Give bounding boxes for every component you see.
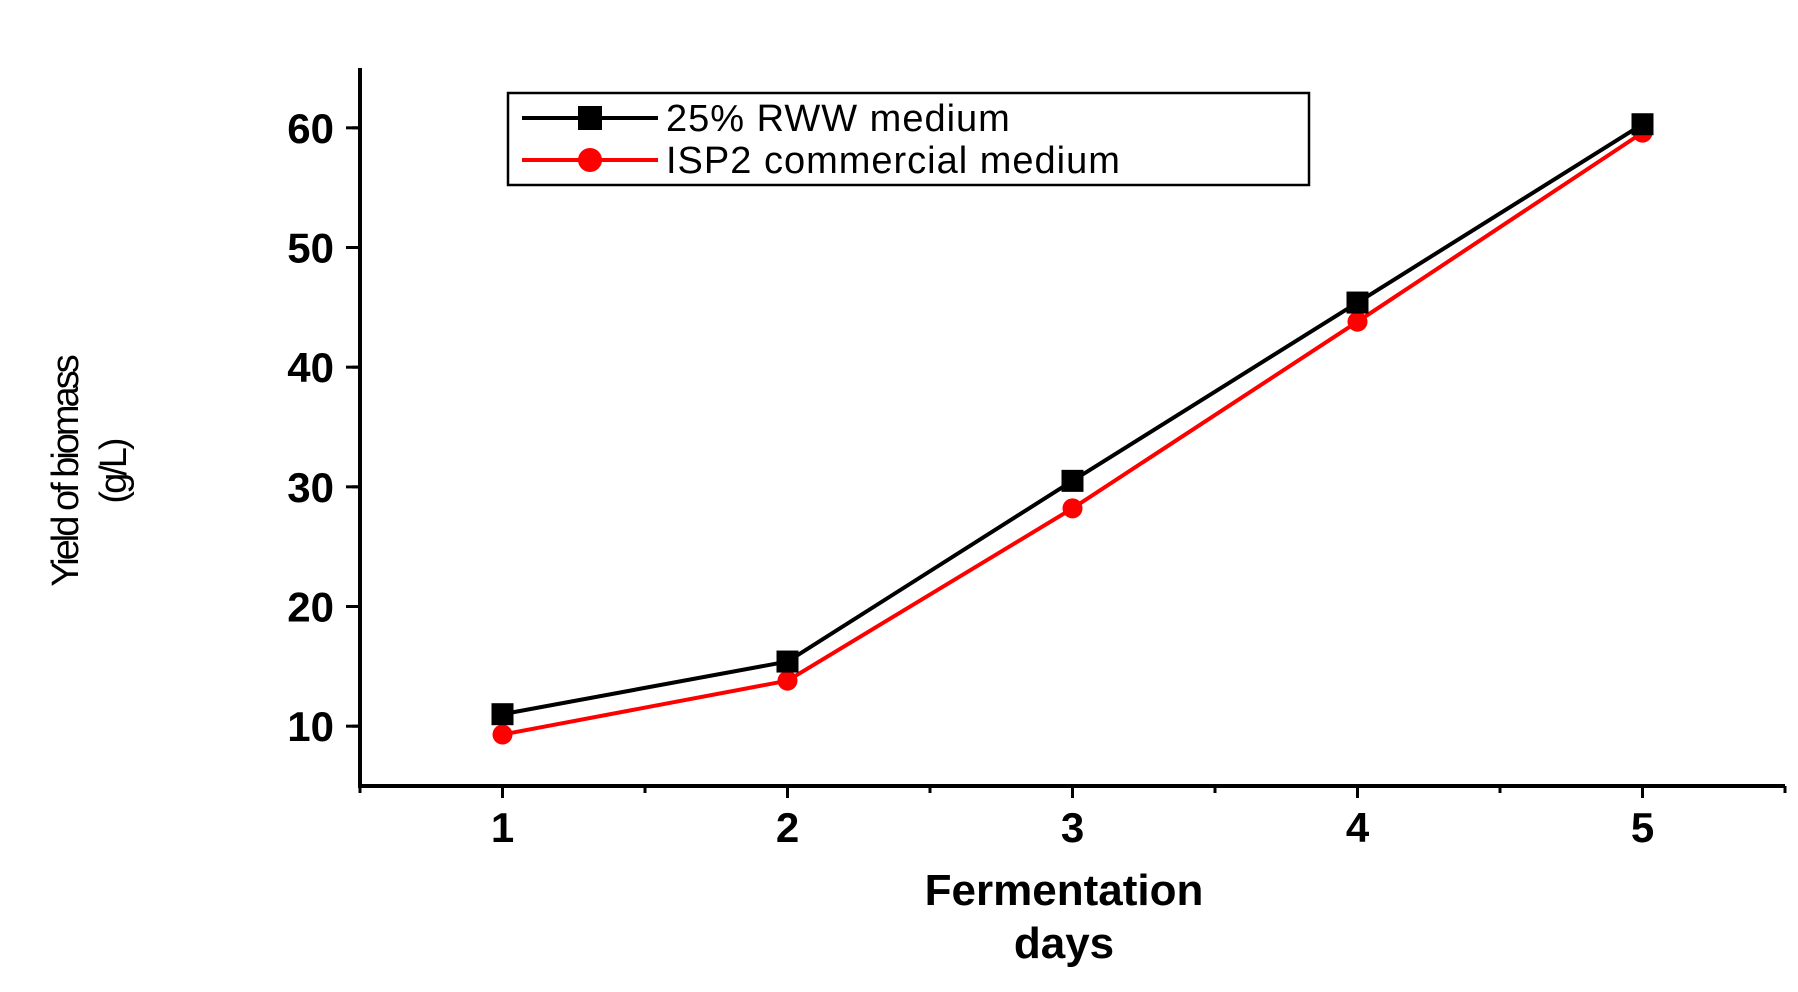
- x-axis-title-line-2: days: [1014, 919, 1114, 968]
- legend-box: [506, 91, 1311, 187]
- y-tick-label: 40: [287, 344, 334, 391]
- x-tick-label: 1: [491, 804, 514, 851]
- y-axis-title-line-1: Yield of biomass: [45, 355, 87, 586]
- tick-marks: [346, 126, 1787, 798]
- data-point-circle: [492, 724, 513, 745]
- series-layer: [491, 113, 1654, 745]
- y-tick-label: 50: [287, 225, 334, 272]
- y-axis-title-line-2: (g/L): [93, 439, 135, 503]
- data-point-circle: [777, 670, 798, 691]
- x-tick-labels: 1 2 3 4 5: [491, 804, 1654, 851]
- legend-label-isp2: ISP2 commercial medium: [666, 140, 1121, 182]
- x-tick-label: 4: [1346, 804, 1370, 851]
- data-point-square: [776, 650, 799, 673]
- y-tick-label: 60: [287, 105, 334, 152]
- legend-circle-marker-icon: [578, 148, 602, 172]
- legend: 25% RWW medium ISP2 commercial medium: [506, 91, 1311, 187]
- y-tick-label: 20: [287, 584, 334, 631]
- legend-label-rww: 25% RWW medium: [666, 98, 1011, 140]
- x-axis-title-line-1: Fermentation: [925, 866, 1204, 915]
- x-tick-label: 5: [1631, 804, 1654, 851]
- data-point-square: [1061, 469, 1084, 492]
- x-tick-label: 3: [1061, 804, 1084, 851]
- data-point-circle: [1062, 498, 1083, 519]
- legend-square-marker-icon: [578, 106, 602, 130]
- x-tick-label: 2: [776, 804, 799, 851]
- data-point-circle: [1347, 311, 1368, 332]
- data-point-square: [1631, 113, 1654, 136]
- y-tick-label: 30: [287, 464, 334, 511]
- data-point-square: [491, 703, 514, 726]
- y-tick-label: 10: [287, 703, 334, 750]
- y-tick-labels: 10 20 30 40 50 60: [287, 105, 334, 750]
- series-line-0: [502, 122, 1644, 717]
- data-point-square: [1346, 291, 1369, 314]
- series-line-1: [502, 130, 1644, 737]
